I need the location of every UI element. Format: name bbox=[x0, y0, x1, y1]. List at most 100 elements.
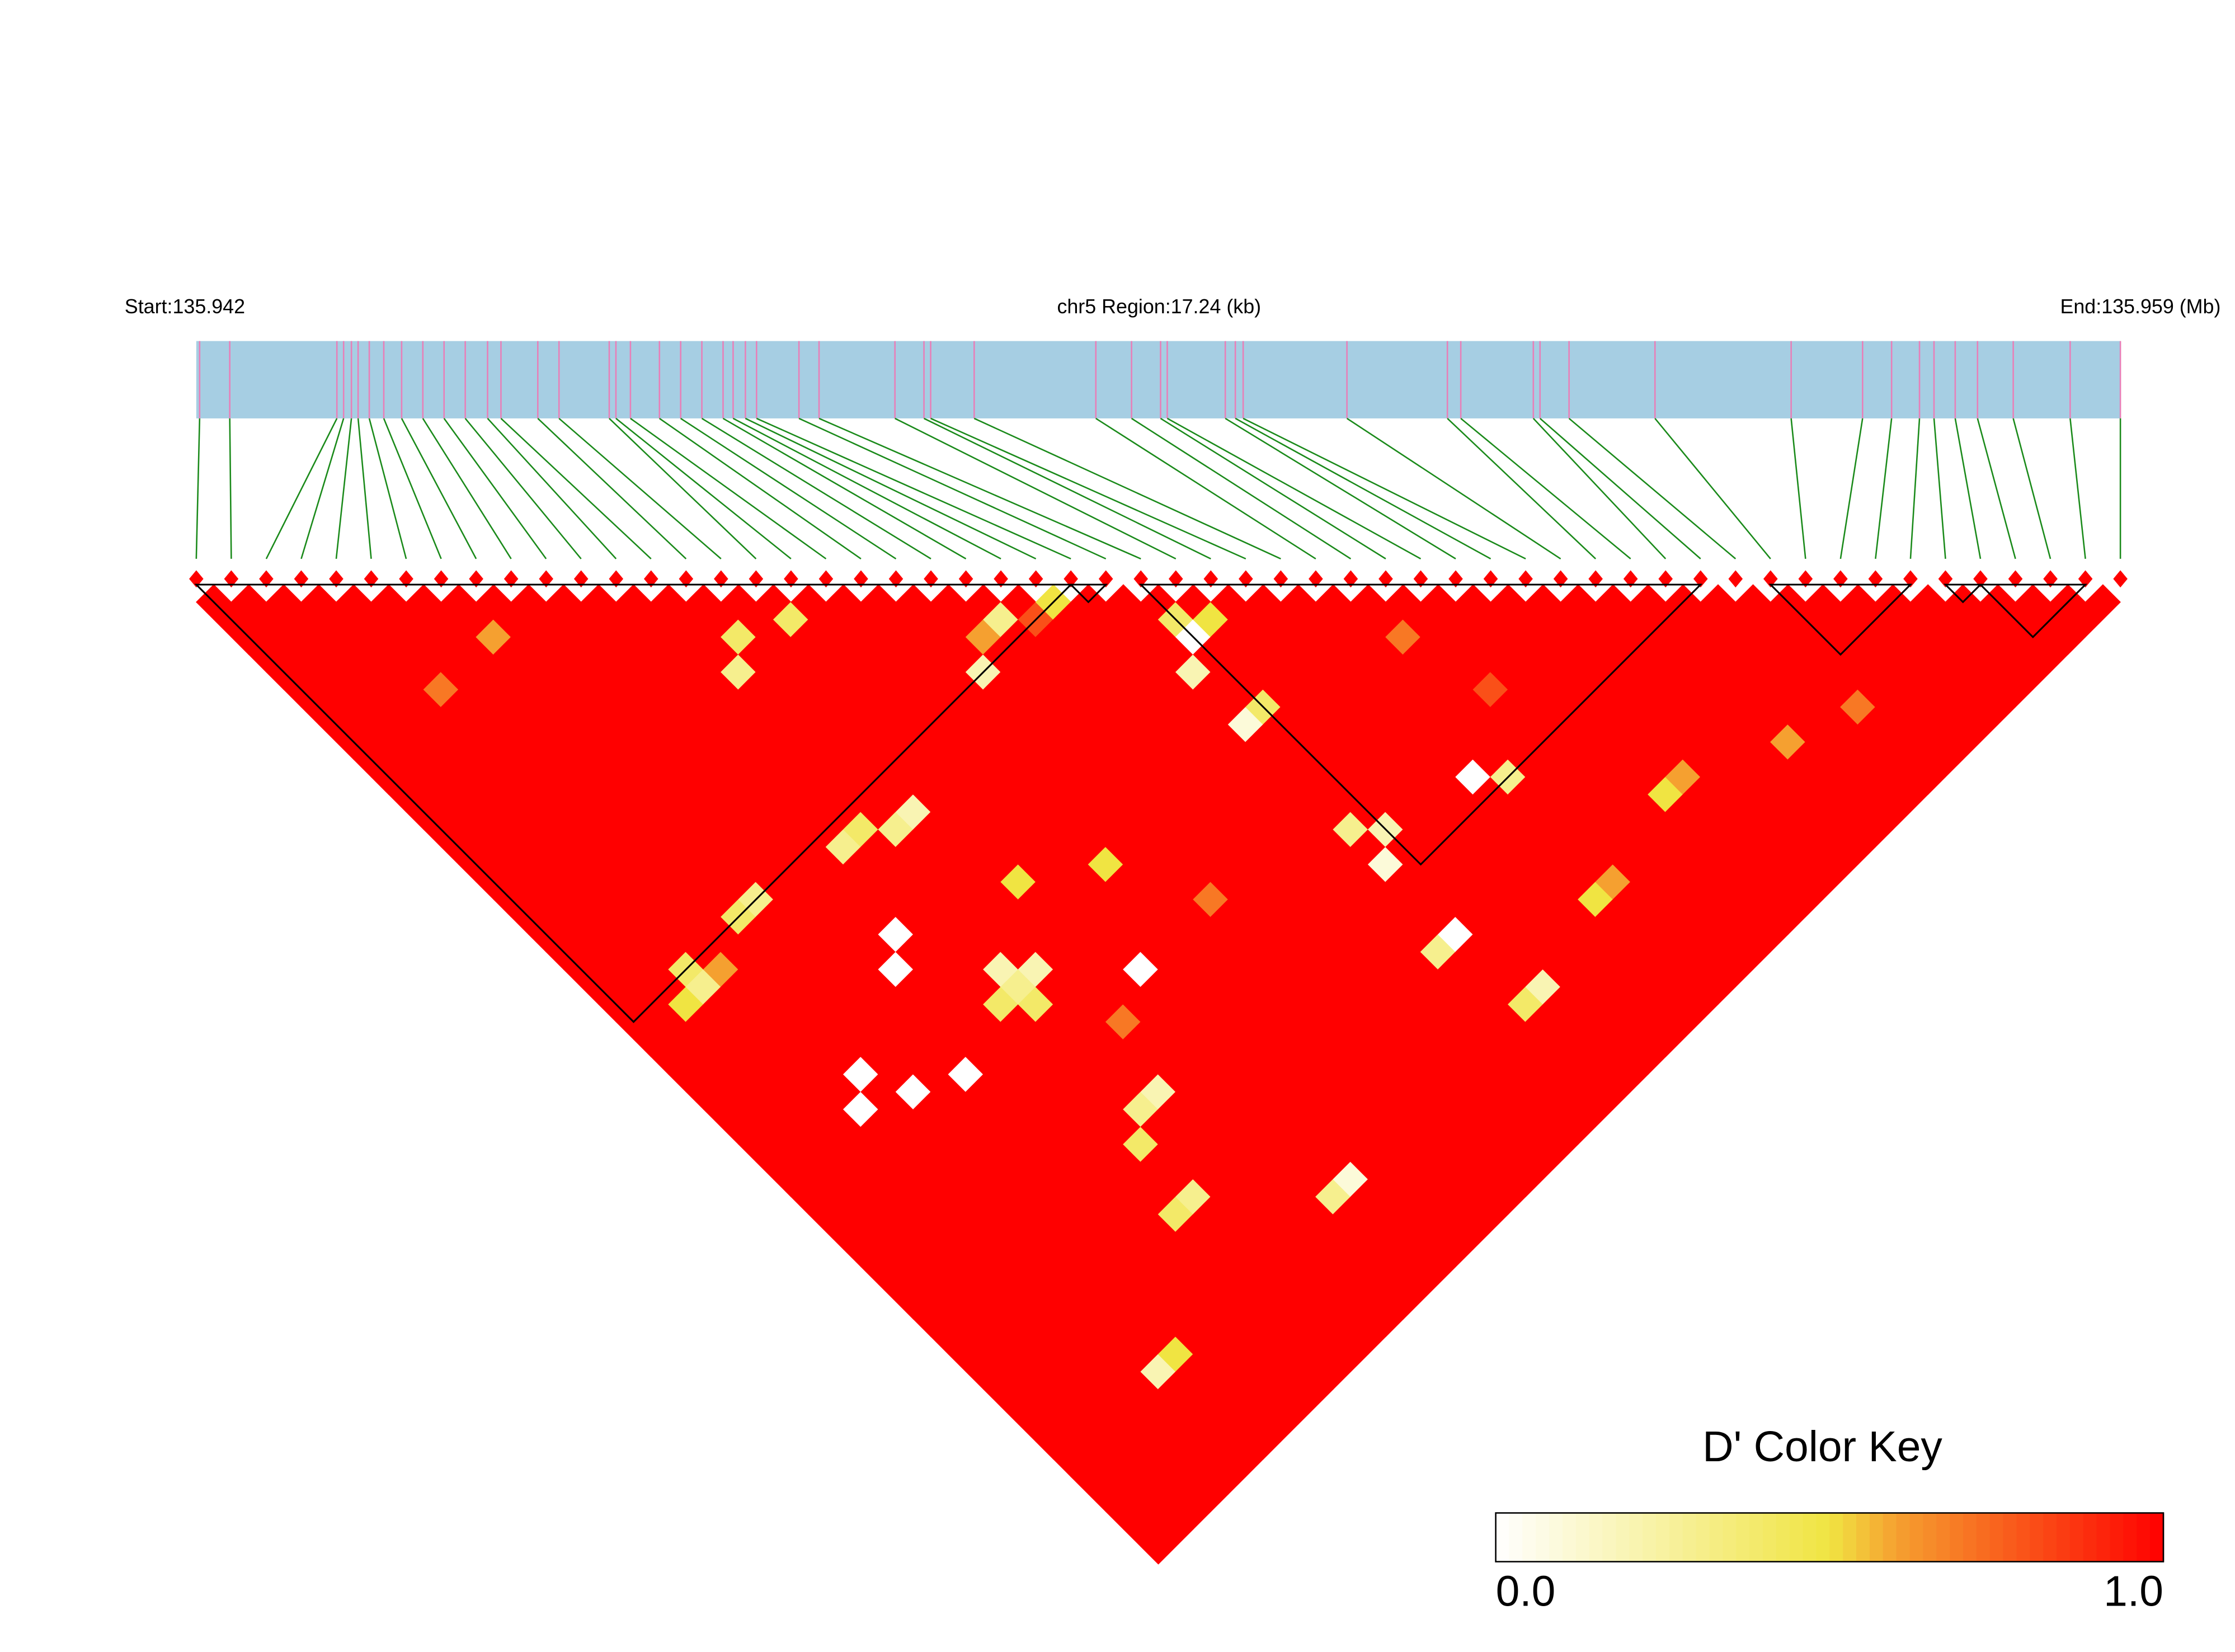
color-key-step bbox=[2043, 1513, 2058, 1562]
ld-cell bbox=[1193, 1441, 1229, 1477]
ld-cell bbox=[843, 1056, 879, 1093]
snp-marker bbox=[259, 570, 274, 588]
ld-cell bbox=[1227, 1441, 1264, 1477]
snp-marker bbox=[539, 570, 553, 588]
ld-cell bbox=[1245, 794, 1282, 830]
ld-block-outline bbox=[1768, 583, 1913, 656]
ld-cell bbox=[1612, 1056, 1649, 1093]
snp-connector bbox=[558, 417, 722, 559]
key-tick-label: 0.0 bbox=[1496, 1568, 1556, 1616]
snp-marker bbox=[1028, 570, 1043, 588]
ld-cell bbox=[1437, 1056, 1474, 1093]
ld-cell bbox=[1578, 986, 1614, 1023]
ld-cell bbox=[1490, 794, 1526, 830]
color-key-step bbox=[1495, 1513, 1510, 1562]
ld-cell bbox=[1158, 986, 1194, 1023]
ld-cell bbox=[1385, 689, 1422, 725]
ld-cell bbox=[1472, 811, 1509, 848]
ld-block-outline bbox=[1943, 583, 1983, 604]
ld-cell bbox=[1822, 671, 1858, 708]
ld-cell bbox=[1612, 811, 1649, 848]
snp-marker bbox=[1868, 570, 1883, 588]
ld-cell bbox=[510, 794, 547, 830]
ld-cell bbox=[1525, 899, 1561, 935]
ld-cell bbox=[1123, 1441, 1159, 1477]
ld-cell bbox=[721, 654, 757, 690]
snp-connector bbox=[422, 418, 512, 559]
snp-marker bbox=[714, 570, 728, 588]
ld-cell bbox=[1490, 619, 1526, 655]
color-key-step bbox=[1776, 1513, 1790, 1562]
snp-marker bbox=[1763, 570, 1778, 588]
snp-connector bbox=[1790, 418, 1806, 559]
ld-cell bbox=[1490, 1179, 1526, 1215]
ld-cell bbox=[912, 637, 949, 673]
ld-cell bbox=[1158, 811, 1194, 848]
ld-cell bbox=[580, 899, 617, 935]
color-key-step bbox=[1643, 1513, 1657, 1562]
ld-cell bbox=[1560, 899, 1596, 935]
ld-cell bbox=[1227, 601, 1264, 638]
ld-cell bbox=[1088, 637, 1124, 673]
snp-marker bbox=[2043, 570, 2058, 588]
ld-cell bbox=[1437, 986, 1474, 1023]
snp-connector bbox=[930, 417, 1246, 560]
ld-cell bbox=[1735, 794, 1771, 830]
ld-cell bbox=[1245, 654, 1282, 690]
ld-cell bbox=[1367, 1056, 1404, 1093]
ld-cell bbox=[703, 986, 739, 1023]
snp-marker bbox=[888, 570, 904, 588]
ld-cell bbox=[1367, 986, 1404, 1023]
ld-cell bbox=[808, 1056, 844, 1093]
ld-cell bbox=[528, 811, 564, 848]
ld-cell bbox=[1525, 1039, 1561, 1075]
snp-connector bbox=[1131, 417, 1352, 559]
color-key-step bbox=[1789, 1513, 1804, 1562]
ld-cell bbox=[668, 811, 704, 848]
ld-cell bbox=[738, 637, 774, 673]
color-key-step bbox=[1723, 1513, 1737, 1562]
snp-connector bbox=[1225, 417, 1456, 559]
ld-cell bbox=[773, 986, 809, 1023]
snp-marker bbox=[294, 570, 309, 588]
snp-marker bbox=[958, 570, 973, 588]
ld-cell bbox=[1805, 864, 1841, 900]
color-key-step bbox=[2083, 1513, 2097, 1562]
ld-cell bbox=[1525, 1143, 1561, 1180]
ld-cell bbox=[1175, 724, 1212, 760]
snp-connector bbox=[1839, 418, 1864, 559]
snp-marker bbox=[1553, 570, 1568, 588]
ld-cell bbox=[1227, 811, 1264, 848]
ld-cell bbox=[1193, 1056, 1229, 1093]
snp-connector bbox=[300, 418, 345, 559]
ld-cell bbox=[1648, 811, 1684, 848]
ld-cell bbox=[1840, 794, 1876, 830]
ld-cell bbox=[1297, 671, 1334, 708]
ld-cell bbox=[983, 811, 1019, 848]
ld-cell bbox=[440, 794, 477, 830]
snp-connector bbox=[630, 417, 827, 559]
color-key-step bbox=[2123, 1513, 2138, 1562]
color-key-step bbox=[2137, 1513, 2151, 1562]
snp-marker bbox=[818, 570, 834, 588]
ld-cell bbox=[1472, 986, 1509, 1023]
ld-cell bbox=[1367, 601, 1404, 638]
ld-block-outline bbox=[1138, 583, 1703, 866]
ld-cell bbox=[1682, 916, 1719, 953]
ld-cell bbox=[1805, 759, 1841, 795]
color-key-step bbox=[1575, 1513, 1590, 1562]
ld-cell bbox=[1315, 584, 1352, 620]
ld-cell bbox=[1700, 899, 1737, 935]
color-key-step bbox=[1869, 1513, 1884, 1562]
color-key-step bbox=[1950, 1513, 1964, 1562]
ld-cell bbox=[1822, 776, 1858, 813]
ld-cell bbox=[843, 637, 879, 673]
ld-cell bbox=[738, 1056, 774, 1093]
ld-cell bbox=[843, 811, 879, 848]
ld-cell bbox=[1560, 794, 1596, 830]
snp-connector bbox=[487, 418, 617, 559]
color-key-step bbox=[1562, 1513, 1577, 1562]
ld-cell bbox=[1490, 584, 1526, 620]
snp-connector bbox=[1875, 418, 1893, 559]
